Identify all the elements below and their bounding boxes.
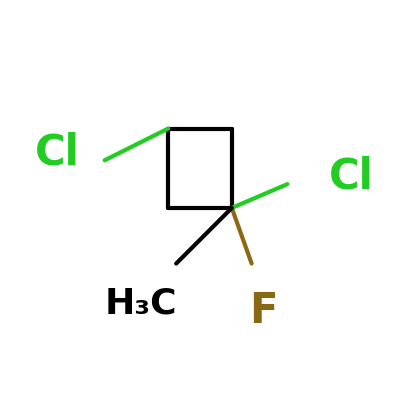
Text: Cl: Cl — [34, 131, 80, 173]
Text: H₃C: H₃C — [104, 286, 177, 320]
Text: F: F — [249, 290, 278, 332]
Text: Cl: Cl — [328, 155, 373, 197]
